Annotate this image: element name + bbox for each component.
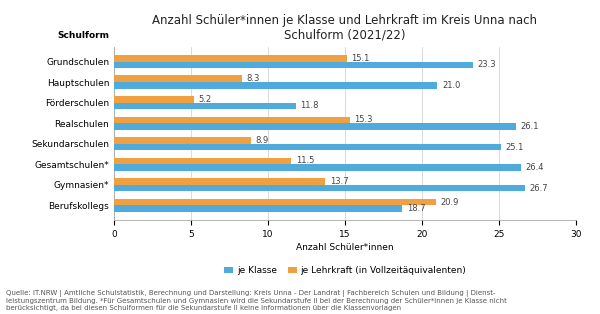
Text: 15.3: 15.3 — [354, 115, 373, 124]
Title: Anzahl Schüler*innen je Klasse und Lehrkraft im Kreis Unna nach
Schulform (2021/: Anzahl Schüler*innen je Klasse und Lehrk… — [152, 14, 538, 42]
Bar — [114, 158, 291, 164]
Text: 26.7: 26.7 — [530, 184, 548, 192]
Bar — [114, 96, 194, 103]
Bar — [114, 103, 296, 109]
Text: 26.1: 26.1 — [521, 122, 539, 131]
X-axis label: Anzahl Schüler*innen: Anzahl Schüler*innen — [296, 243, 394, 252]
Bar — [114, 137, 251, 144]
Text: 21.0: 21.0 — [442, 81, 460, 90]
Bar — [114, 199, 436, 205]
Bar — [114, 205, 402, 212]
Legend: je Klasse, je Lehrkraft (in Vollzeitäquivalenten): je Klasse, je Lehrkraft (in Vollzeitäqui… — [220, 262, 470, 279]
Bar — [114, 62, 473, 68]
Text: 5.2: 5.2 — [199, 95, 212, 104]
Text: 13.7: 13.7 — [329, 177, 348, 186]
Text: 8.9: 8.9 — [256, 136, 269, 145]
Text: 8.3: 8.3 — [247, 74, 260, 83]
Text: 20.9: 20.9 — [440, 198, 459, 207]
Bar — [114, 116, 350, 123]
Text: Schulform: Schulform — [58, 31, 109, 40]
Bar — [114, 82, 437, 89]
Text: 25.1: 25.1 — [505, 143, 524, 152]
Bar — [114, 123, 516, 130]
Bar — [114, 75, 242, 82]
Bar — [114, 164, 521, 171]
Text: 18.7: 18.7 — [407, 204, 425, 213]
Bar — [114, 185, 525, 192]
Bar — [114, 144, 500, 150]
Bar — [114, 178, 325, 185]
Text: Quelle: IT.NRW | Amtliche Schulstatistik, Berechnung und Darstellung: Kreis Unna: Quelle: IT.NRW | Amtliche Schulstatistik… — [6, 290, 507, 311]
Text: 23.3: 23.3 — [478, 60, 496, 69]
Text: 11.8: 11.8 — [301, 101, 319, 111]
Bar — [114, 55, 347, 62]
Text: 15.1: 15.1 — [351, 54, 370, 63]
Text: 26.4: 26.4 — [525, 163, 544, 172]
Text: 11.5: 11.5 — [296, 156, 314, 165]
